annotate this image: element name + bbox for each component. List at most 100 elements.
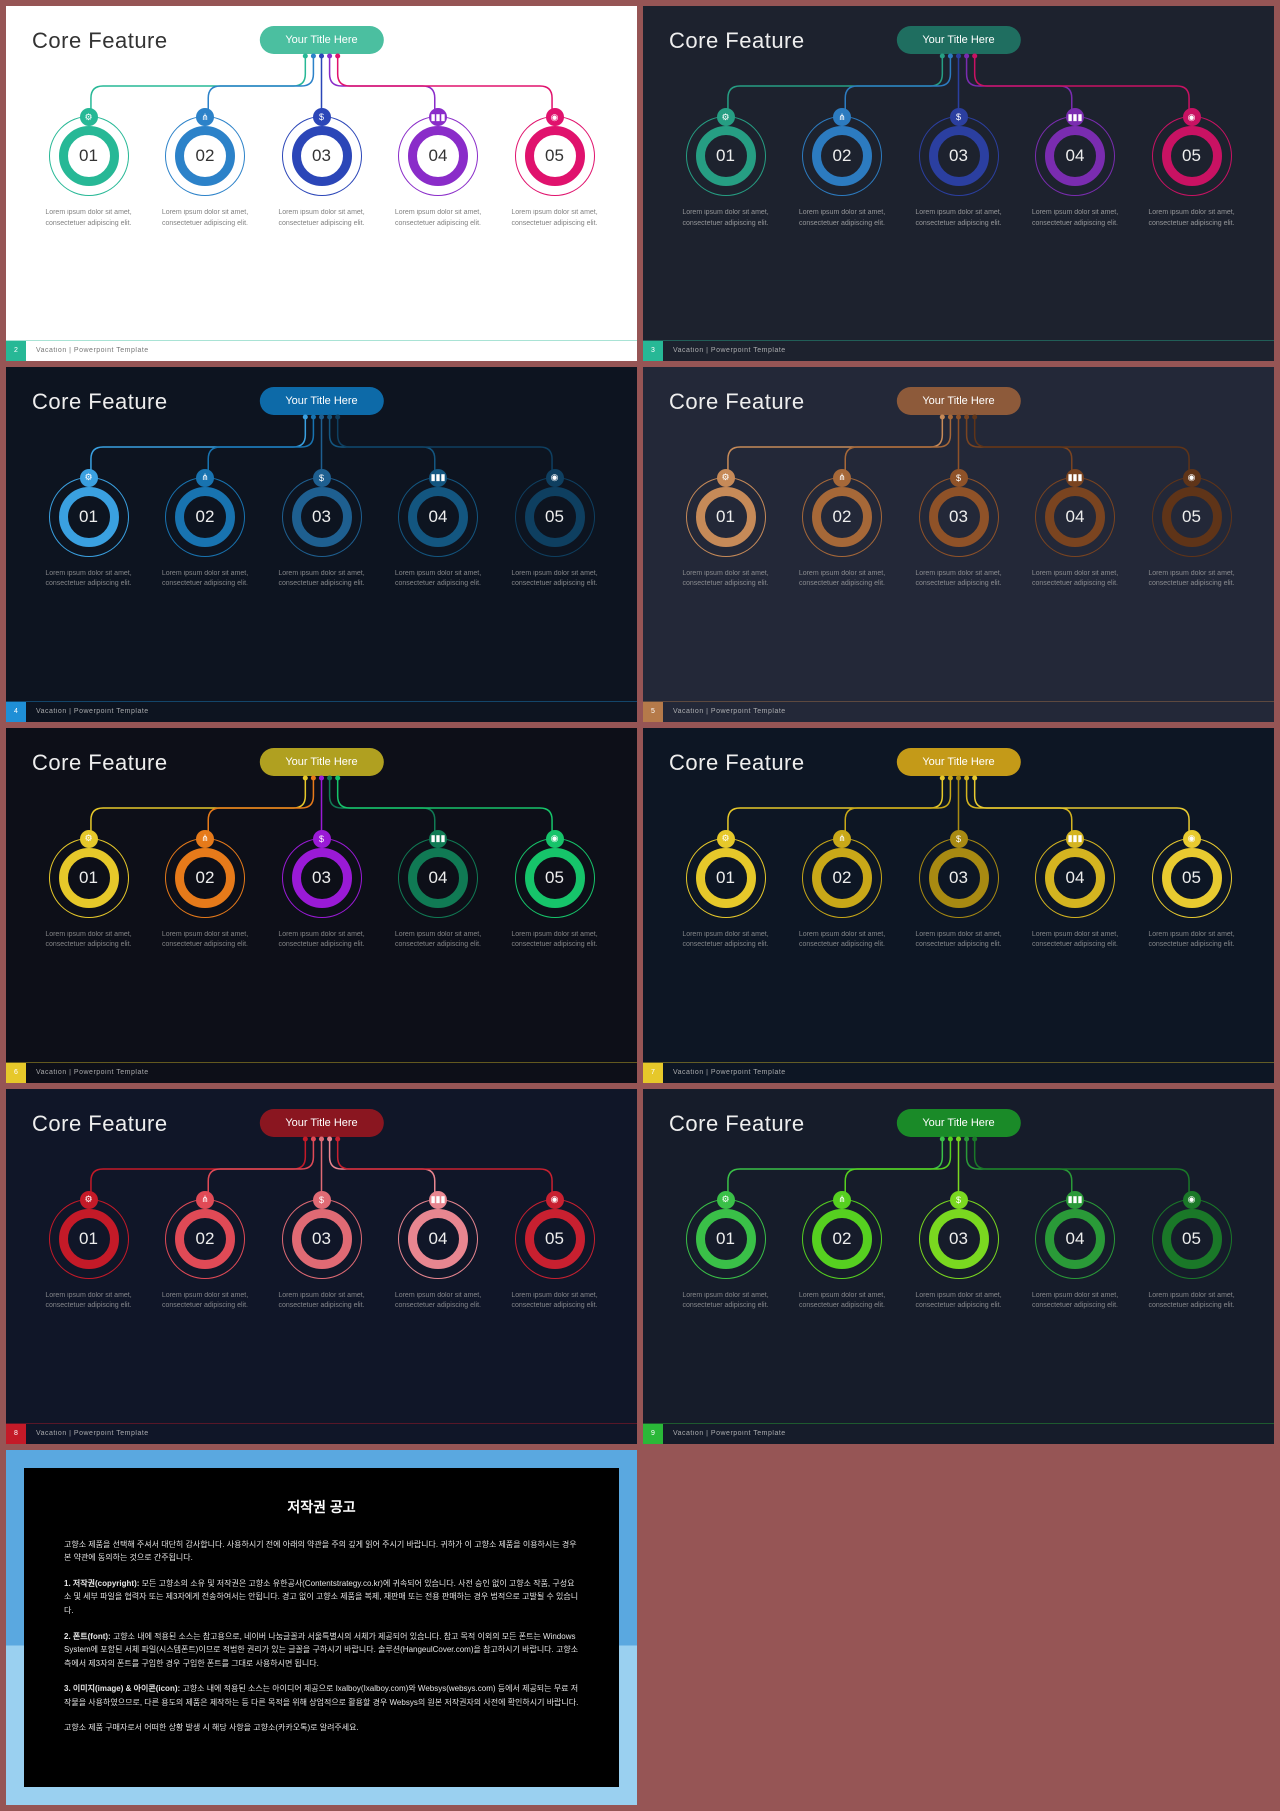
circle-top-icon: $ [313, 1191, 331, 1209]
template-slide: Core FeatureYour Title Here⚙01Lorem ipsu… [643, 728, 1274, 1083]
circle-item: ▮▮▮04Lorem ipsum dolor sit amet, consect… [386, 1199, 490, 1312]
ring-outer: ◉05 [1152, 477, 1232, 557]
circle-top-icon: $ [950, 108, 968, 126]
circle-number: 02 [833, 1229, 852, 1249]
ring-inner: 04 [408, 1209, 468, 1269]
copyright-title: 저작권 공고 [64, 1496, 579, 1520]
ring-inner: 04 [408, 487, 468, 547]
circle-top-icon: ⋔ [196, 108, 214, 126]
circle-description: Lorem ipsum dolor sit amet, consectetuer… [790, 930, 894, 951]
circle-number: 04 [1066, 868, 1085, 888]
circle-item: ▮▮▮04Lorem ipsum dolor sit amet, consect… [1023, 116, 1127, 229]
circle-description: Lorem ipsum dolor sit amet, consectetuer… [1023, 208, 1127, 229]
circle-item: ▮▮▮04Lorem ipsum dolor sit amet, consect… [386, 116, 490, 229]
circle-item: $03Lorem ipsum dolor sit amet, consectet… [907, 116, 1011, 229]
circle-number: 03 [949, 868, 968, 888]
slide-footer: 6Vacation | Powerpoint Template [6, 1063, 637, 1083]
circle-item: ◉05Lorem ipsum dolor sit amet, consectet… [1140, 477, 1244, 590]
circle-top-icon: ⋔ [833, 108, 851, 126]
circle-top-icon: ⚙ [80, 830, 98, 848]
circle-item: ⋔02Lorem ipsum dolor sit amet, consectet… [153, 116, 257, 229]
page-number-block: 3 [643, 341, 663, 361]
slide-footer: 4Vacation | Powerpoint Template [6, 702, 637, 722]
circle-description: Lorem ipsum dolor sit amet, consectetuer… [674, 1291, 778, 1312]
circle-number: 01 [79, 146, 98, 166]
circle-item: ◉05Lorem ipsum dolor sit amet, consectet… [503, 116, 607, 229]
circle-number: 01 [716, 146, 735, 166]
circle-item: ⋔02Lorem ipsum dolor sit amet, consectet… [153, 838, 257, 951]
ring-outer: ⋔02 [165, 1199, 245, 1279]
circles-row: ⚙01Lorem ipsum dolor sit amet, consectet… [6, 1199, 637, 1312]
ring-inner: 02 [812, 126, 872, 186]
slide-footer: 3Vacation | Powerpoint Template [643, 341, 1274, 361]
circle-description: Lorem ipsum dolor sit amet, consectetuer… [503, 569, 607, 590]
circle-number: 01 [716, 1229, 735, 1249]
circle-item: ◉05Lorem ipsum dolor sit amet, consectet… [1140, 1199, 1244, 1312]
circle-item: ⋔02Lorem ipsum dolor sit amet, consectet… [790, 116, 894, 229]
ring-inner: 02 [175, 487, 235, 547]
circle-item: ⚙01Lorem ipsum dolor sit amet, consectet… [37, 1199, 141, 1312]
circles-row: ⚙01 Lorem ipsum dolor sit amet, consectet… [643, 1199, 1274, 1312]
circle-top-icon: ⚙ [717, 469, 735, 487]
circle-number: 04 [429, 507, 448, 527]
template-slide: Core FeatureYour Title Here⚙01Lorem ipsu… [643, 367, 1274, 722]
ring-outer: $03 [282, 1199, 362, 1279]
circles-row: ⚙01Lorem ipsum dolor sit amet, consectet… [643, 116, 1274, 229]
circle-number: 02 [196, 507, 215, 527]
copyright-outro: 고향소 제품 구매자로서 어떠한 상황 발생 시 해당 사항을 고향소(카카오톡… [64, 1721, 579, 1735]
circle-item: $03Lorem ipsum dolor sit amet, consectet… [270, 838, 374, 951]
circle-number: 01 [716, 868, 735, 888]
circle-description: Lorem ipsum dolor sit amet, consectetuer… [270, 930, 374, 951]
circle-top-icon: ⚙ [80, 1191, 98, 1209]
ring-outer: ◉05 [1152, 1199, 1232, 1279]
ring-outer: ⋔02 [165, 838, 245, 918]
circle-item: ⚙01Lorem ipsum dolor sit amet, consectet… [37, 116, 141, 229]
circle-description: Lorem ipsum dolor sit amet, consectetuer… [674, 208, 778, 229]
ring-outer: ▮▮▮04 [1035, 838, 1115, 918]
ring-outer: $03 [919, 477, 999, 557]
circle-top-icon: $ [950, 830, 968, 848]
template-slide: Core FeatureYour Title Here⚙01Lorem ipsu… [643, 6, 1274, 361]
ring-inner: 03 [929, 1209, 989, 1269]
ring-outer: ⚙01 [49, 477, 129, 557]
circle-item: $03 Lorem ipsum dolor sit amet, consectet… [907, 1199, 1011, 1312]
circle-description: Lorem ipsum dolor sit amet, consectetuer… [1140, 208, 1244, 229]
circle-top-icon: ◉ [1183, 469, 1201, 487]
ring-inner: 04 [408, 126, 468, 186]
circle-item: ⚙01Lorem ipsum dolor sit amet, consectet… [674, 477, 778, 590]
circle-item: ⚙01Lorem ipsum dolor sit amet, consectet… [37, 477, 141, 590]
ring-inner: 01 [59, 487, 119, 547]
ring-outer: $03 [919, 116, 999, 196]
ring-outer: ◉05 [515, 838, 595, 918]
template-slide: Core FeatureYour Title Here⚙01Lorem ipsu… [6, 367, 637, 722]
circle-description: Lorem ipsum dolor sit amet, consectetuer… [790, 208, 894, 229]
ring-outer: $03 [282, 116, 362, 196]
circle-description: Lorem ipsum dolor sit amet, consectetuer… [1023, 1291, 1127, 1312]
ring-inner: 03 [292, 1209, 352, 1269]
circle-item: ▮▮▮04Lorem ipsum dolor sit amet, consect… [386, 838, 490, 951]
circle-top-icon: ⋔ [196, 1191, 214, 1209]
circle-description: Lorem ipsum dolor sit amet, consectetuer… [907, 1291, 1011, 1312]
page-number-block: 5 [643, 702, 663, 722]
circle-description: Lorem ipsum dolor sit amet, consectetuer… [37, 208, 141, 229]
circle-number: 05 [1182, 1229, 1201, 1249]
circle-item: ▮▮▮04Lorem ipsum dolor sit amet, consect… [1023, 838, 1127, 951]
circle-item: ▮▮▮04Lorem ipsum dolor sit amet, consect… [1023, 477, 1127, 590]
ring-outer: ⚙01 [686, 1199, 766, 1279]
ring-outer: ◉05 [1152, 116, 1232, 196]
circle-top-icon: ⋔ [196, 830, 214, 848]
circles-row: ⚙01Lorem ipsum dolor sit amet, consectet… [6, 838, 637, 951]
circle-item: ▮▮▮04Lorem ipsum dolor sit amet, consect… [1023, 1199, 1127, 1312]
circle-description: Lorem ipsum dolor sit amet, consectetuer… [153, 569, 257, 590]
ring-inner: 05 [525, 848, 585, 908]
ring-outer: $03 [919, 1199, 999, 1279]
ring-outer: ▮▮▮04 [398, 838, 478, 918]
ring-inner: 01 [696, 126, 756, 186]
circle-number: 04 [429, 868, 448, 888]
circle-top-icon: ▮▮▮ [429, 108, 447, 126]
ring-inner: 03 [929, 848, 989, 908]
ring-inner: 03 [292, 848, 352, 908]
circle-top-icon: ◉ [546, 469, 564, 487]
circle-top-icon: ⚙ [80, 469, 98, 487]
circle-description: Lorem ipsum dolor sit amet, consectetuer… [153, 1291, 257, 1312]
